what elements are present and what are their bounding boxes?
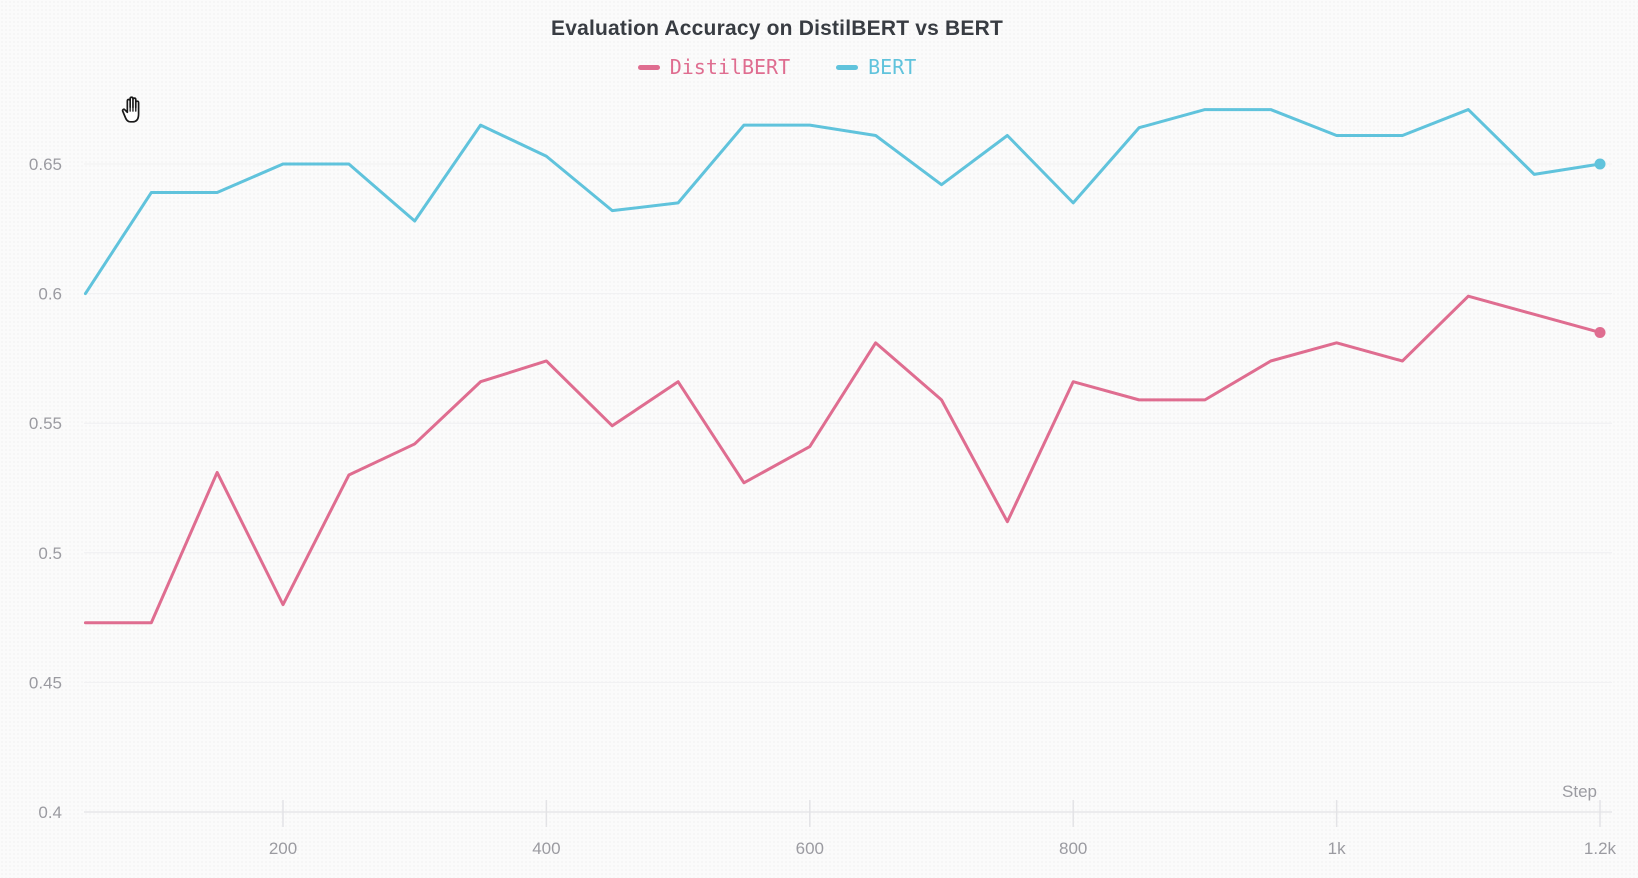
legend-item-bert[interactable]: BERT bbox=[836, 55, 916, 79]
legend-item-distilbert[interactable]: DistilBERT bbox=[637, 55, 791, 79]
x-tick-label: 800 bbox=[1059, 839, 1087, 858]
x-tick-label: 600 bbox=[796, 839, 824, 858]
x-axis-title: Step bbox=[1562, 782, 1597, 801]
series-end-dot-distilbert bbox=[1594, 326, 1606, 338]
y-tick-label: 0.6 bbox=[38, 285, 62, 304]
legend-swatch-distilbert bbox=[637, 64, 660, 70]
legend-label-distilbert: DistilBERT bbox=[669, 55, 791, 79]
chart-title: Evaluation Accuracy on DistilBERT vs BER… bbox=[550, 17, 1004, 40]
x-tick-label: 400 bbox=[532, 839, 560, 858]
legend-swatch-bert bbox=[836, 64, 859, 70]
series-line-distilbert[interactable] bbox=[83, 294, 1602, 625]
chart-legend: DistilBERT BERT bbox=[0, 55, 1554, 79]
series-line-bert[interactable] bbox=[83, 108, 1602, 296]
y-tick-label: 0.4 bbox=[38, 803, 62, 822]
series-end-dot-bert bbox=[1594, 158, 1606, 170]
x-tick-label: 1k bbox=[1328, 839, 1346, 858]
y-tick-label: 0.55 bbox=[29, 414, 62, 433]
y-tick-label: 0.45 bbox=[29, 673, 62, 692]
x-tick-label: 1.2k bbox=[1584, 839, 1617, 858]
chart-header: Evaluation Accuracy on DistilBERT vs BER… bbox=[0, 0, 1554, 79]
y-tick-label: 0.65 bbox=[29, 155, 62, 174]
y-tick-label: 0.5 bbox=[38, 544, 62, 563]
legend-label-bert: BERT bbox=[868, 55, 917, 79]
x-tick-label: 200 bbox=[269, 839, 297, 858]
